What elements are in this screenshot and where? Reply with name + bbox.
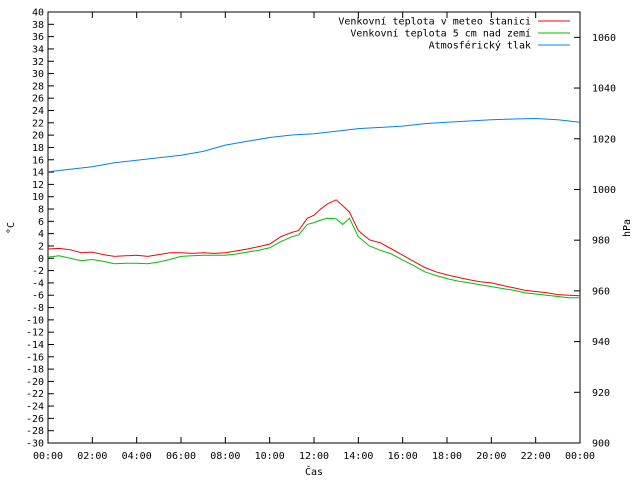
x-tick-label: 06:00 xyxy=(166,451,196,462)
y-tick-label: 18 xyxy=(32,143,44,154)
y-tick-label: 40 xyxy=(32,8,44,19)
y-tick-label: 6 xyxy=(38,217,44,228)
y-tick-label: 8 xyxy=(38,205,44,216)
y-tick-label: 30 xyxy=(32,69,44,80)
series-line-3 xyxy=(47,117,581,173)
y-tick-label: 34 xyxy=(32,44,44,55)
x-tick-label: 14:00 xyxy=(343,451,373,462)
y2-tick-label: 1040 xyxy=(592,84,616,95)
y-axis-ticks: -30-28-26-24-22-20-18-16-14-12-10-8-6-4-… xyxy=(26,8,54,450)
y2-tick-label: 940 xyxy=(592,337,610,348)
x-axis-ticks: 00:00 02:00 04:00 06:00 08:00 10:00 12:00 14:00… xyxy=(33,12,595,462)
x-tick-label: 08:00 xyxy=(210,451,240,462)
series-lines xyxy=(47,117,581,299)
y-tick-label: 26 xyxy=(32,94,44,105)
y2-axis-ticks: 900 920 940 960 980 1000 1020 1040 1060 xyxy=(574,33,616,450)
y-tick-label: 22 xyxy=(32,118,44,129)
y2-tick-label: 980 xyxy=(592,236,610,247)
legend-entry-label: Atmosférický tlak xyxy=(429,40,531,52)
y-tick-label: 0 xyxy=(38,254,44,265)
x-tick-label: 16:00 xyxy=(388,451,418,462)
y-tick-label: -10 xyxy=(26,315,44,326)
y-tick-label: -16 xyxy=(26,352,44,363)
y-tick-label: 24 xyxy=(32,106,44,117)
y-tick-label: 10 xyxy=(32,192,44,203)
y-tick-label: -18 xyxy=(26,365,44,376)
y-tick-label: 28 xyxy=(32,81,44,92)
y-tick-label: -24 xyxy=(26,402,44,413)
y-tick-label: -2 xyxy=(32,266,44,277)
legend-entry-label: Venkovní teplota v meteo stanici xyxy=(338,16,531,28)
y-axis-label: °C xyxy=(6,222,17,234)
y2-tick-label: 960 xyxy=(592,286,610,297)
y-tick-label: 2 xyxy=(38,241,44,252)
y-tick-label: 20 xyxy=(32,131,44,142)
x-axis-label: Čas xyxy=(305,465,323,478)
y-tick-label: -30 xyxy=(26,439,44,450)
y2-tick-label: 1020 xyxy=(592,134,616,145)
x-tick-label: 04:00 xyxy=(122,451,152,462)
y-tick-label: -20 xyxy=(26,377,44,388)
y-tick-label: -12 xyxy=(26,328,44,339)
y-tick-label: 36 xyxy=(32,32,44,43)
y2-tick-label: 920 xyxy=(592,388,610,399)
y-tick-label: 14 xyxy=(32,168,44,179)
y-tick-label: 32 xyxy=(32,57,44,68)
x-tick-label: 00:00 xyxy=(33,451,63,462)
y-tick-label: -14 xyxy=(26,340,44,351)
y-tick-label: -4 xyxy=(32,278,44,289)
y2-axis-label: hPa xyxy=(622,219,633,237)
y2-tick-label: 1000 xyxy=(592,185,616,196)
y-tick-label: -28 xyxy=(26,426,44,437)
x-tick-label: 22:00 xyxy=(521,451,551,462)
legend-entry-label: Venkovní teplota 5 cm nad zemí xyxy=(350,28,531,40)
y-tick-label: 38 xyxy=(32,20,44,31)
y-tick-label: -26 xyxy=(26,414,44,425)
x-tick-label: 20:00 xyxy=(476,451,506,462)
x-tick-label: 18:00 xyxy=(432,451,462,462)
y2-tick-label: 900 xyxy=(592,439,610,450)
y2-tick-label: 1060 xyxy=(592,33,616,44)
plot-frame xyxy=(47,11,581,444)
x-tick-label: 00:00 xyxy=(565,451,595,462)
x-tick-label: 10:00 xyxy=(255,451,285,462)
series-line-1 xyxy=(47,199,581,297)
legend: Venkovní teplota v meteo staniciVenkovní… xyxy=(338,16,570,52)
y-tick-label: 4 xyxy=(38,229,44,240)
y-tick-label: -8 xyxy=(32,303,44,314)
y-tick-label: 16 xyxy=(32,155,44,166)
x-tick-label: 12:00 xyxy=(299,451,329,462)
y-tick-label: -6 xyxy=(32,291,44,302)
series-line-2 xyxy=(47,217,580,299)
x-tick-label: 02:00 xyxy=(77,451,107,462)
y-tick-label: -22 xyxy=(26,389,44,400)
y-tick-label: 12 xyxy=(32,180,44,191)
